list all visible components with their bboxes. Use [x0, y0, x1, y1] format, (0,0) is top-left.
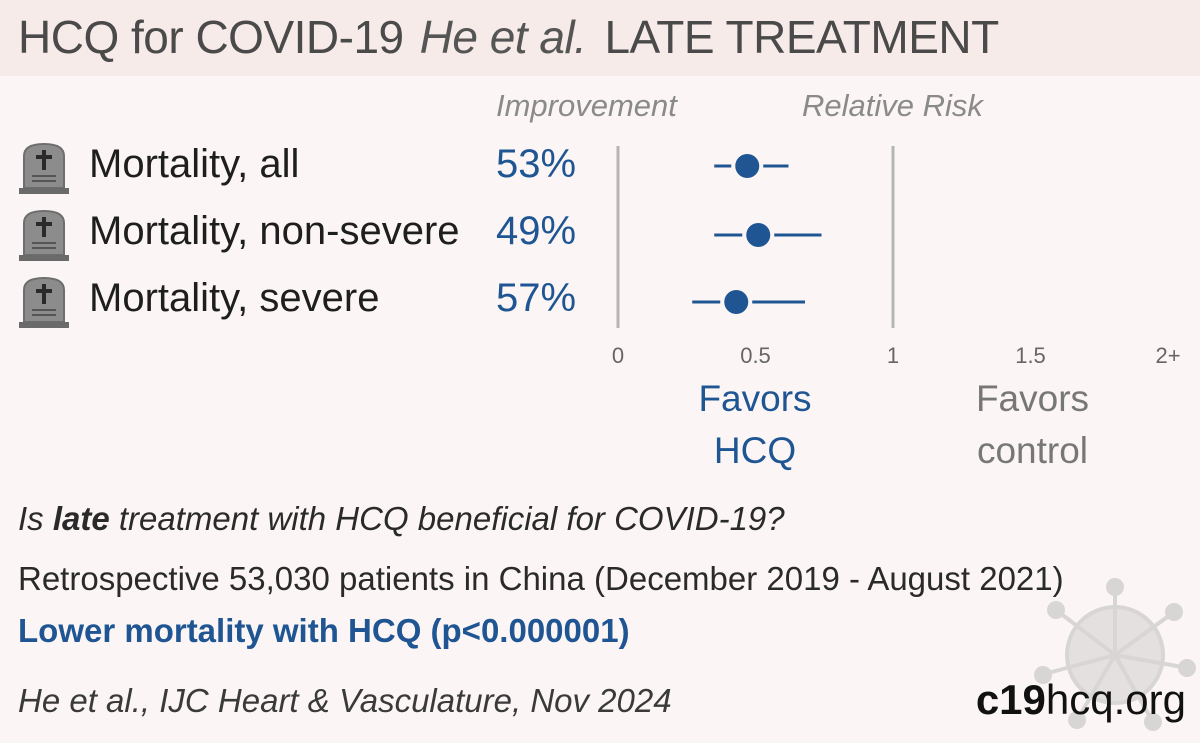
effect-point [735, 154, 760, 178]
favors-hcq-label: Favors HCQ [680, 373, 830, 477]
title-author: He et al. [419, 11, 587, 63]
x-tick-label: 2+ [1155, 343, 1180, 368]
improvement-header: Improvement [496, 88, 677, 123]
outcome-row-all: Mortality, all 53% [0, 136, 600, 196]
outcome-label: Mortality, severe [89, 276, 380, 320]
favors-hcq-line2: HCQ [713, 430, 797, 471]
favors-hcq-line1: Favors [698, 378, 812, 419]
improvement-value: 49% [496, 209, 577, 253]
question-pre: Is [18, 500, 53, 537]
favors-control-line2: control [976, 430, 1089, 471]
title-main: HCQ for COVID-19 [18, 11, 404, 63]
tombstone-icon [19, 142, 69, 194]
outcome-label: Mortality, non-severe [89, 209, 460, 253]
result-text: Lower mortality with HCQ (p<0.000001) [18, 612, 630, 649]
favors-control-label: Favors control [945, 373, 1120, 477]
tombstone-icon [19, 276, 69, 328]
effect-point [724, 290, 749, 314]
site-logo[interactable]: c19hcq.org [976, 676, 1186, 724]
x-tick-label: 0 [612, 343, 624, 368]
improvement-value: 57% [496, 276, 577, 320]
outcome-label: Mortality, all [89, 142, 300, 186]
question-bold: late [52, 500, 110, 537]
relative-risk-header: Relative Risk [802, 88, 983, 123]
forest-plot: 0 0.5 1 1.5 2+ [612, 146, 1181, 368]
study-description: Retrospective 53,030 patients in China (… [18, 560, 1064, 597]
x-tick-label: 0.5 [740, 343, 771, 368]
question-text: Is late treatment with HCQ beneficial fo… [18, 500, 785, 538]
favors-control-line1: Favors [975, 378, 1090, 419]
x-tick-label: 1.5 [1015, 343, 1046, 368]
title-stage: LATE TREATMENT [604, 11, 999, 63]
virus-icon [1034, 578, 1196, 731]
question-post: treatment with HCQ beneficial for COVID-… [109, 500, 785, 537]
site-logo-rest: hcq.org [1045, 676, 1186, 723]
header-bar: HCQ for COVID-19 He et al. LATE TREATMENT [0, 0, 1200, 76]
outcome-row-non-severe: Mortality, non-severe 49% [0, 203, 600, 263]
effect-point [746, 223, 771, 247]
tombstone-icon [19, 209, 69, 261]
outcome-row-severe: Mortality, severe 57% [0, 270, 600, 330]
site-logo-bold: c19 [975, 676, 1046, 723]
page-title: HCQ for COVID-19 He et al. LATE TREATMENT [18, 10, 999, 64]
citation: He et al., IJC Heart & Vasculature, Nov … [18, 682, 672, 719]
improvement-value: 53% [496, 142, 577, 186]
x-tick-label: 1 [887, 343, 899, 368]
